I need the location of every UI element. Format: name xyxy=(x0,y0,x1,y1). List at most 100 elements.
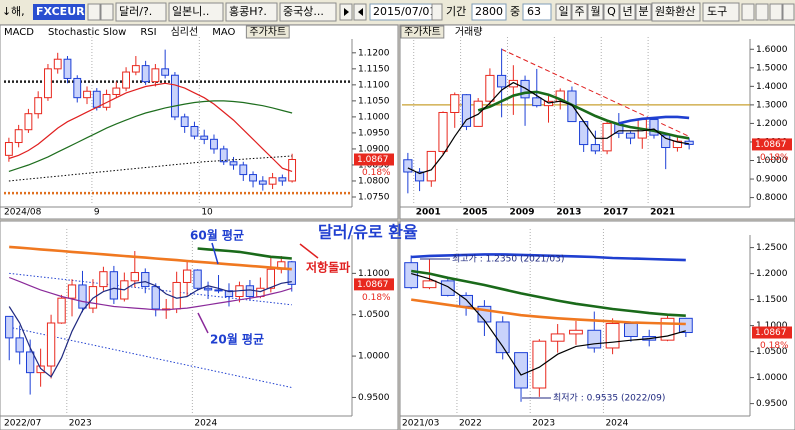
y-tick-label: 1.0000 xyxy=(756,373,788,383)
candle-body xyxy=(190,126,199,137)
candle-body xyxy=(109,271,119,300)
icon-button[interactable] xyxy=(782,3,795,21)
chart-panel: MACD Stochastic Slow RSI 심리선 MAO 주가차트 1.1200 1.… xyxy=(0,24,399,220)
icon-button[interactable] xyxy=(755,3,769,21)
dropdown-button[interactable] xyxy=(100,3,114,21)
candle-body xyxy=(73,77,82,99)
x-tick-label: 2005 xyxy=(463,208,488,218)
price-box xyxy=(354,278,394,291)
interval-label[interactable]: 분 xyxy=(638,5,648,18)
candle-body xyxy=(520,79,530,99)
chart-panel: 1.2500 1.2000 1.1500 1.1000 1.0500 1.0000 0.95… xyxy=(399,220,795,430)
unit-label: 중 xyxy=(510,5,520,18)
candle-body xyxy=(422,280,437,289)
trend-line xyxy=(9,326,292,389)
tool-item[interactable]: 해, xyxy=(11,4,25,18)
candle-body xyxy=(57,297,66,324)
x-tick-label: 2023 xyxy=(69,419,92,429)
search-button[interactable] xyxy=(87,3,101,21)
candle-body xyxy=(15,337,24,353)
x-tick-label: 2024 xyxy=(194,419,217,429)
candle-body xyxy=(203,287,213,291)
tab[interactable]: MACD xyxy=(4,27,34,38)
interval-button[interactable] xyxy=(571,3,588,21)
candle-body xyxy=(649,119,659,136)
chart-title: 달러/유로 환율 xyxy=(318,223,418,242)
watch-button[interactable] xyxy=(225,2,278,22)
tab[interactable]: 주가차트 xyxy=(404,26,441,38)
count[interactable]: 63 xyxy=(527,5,541,18)
watch-label[interactable]: 일본니.. xyxy=(172,4,209,18)
interval-button[interactable] xyxy=(587,3,604,21)
candle-body xyxy=(219,148,228,163)
watch-button[interactable] xyxy=(115,2,167,22)
interval-button[interactable] xyxy=(635,3,652,21)
x-tick-label: 9 xyxy=(94,208,100,218)
toolbar: ↓ 해, FXCEUR 달러/?. 일본니.. 홍콩H?. 중국상... 201… xyxy=(0,0,795,24)
price-box xyxy=(354,153,394,166)
interval-button[interactable] xyxy=(555,3,572,21)
moving-average xyxy=(8,280,292,378)
tab[interactable]: 심리선 xyxy=(171,26,199,38)
candle-body xyxy=(414,171,425,182)
interval-label[interactable]: Q xyxy=(607,5,616,18)
date[interactable]: 2015/07/01 xyxy=(373,5,436,18)
icon-button[interactable] xyxy=(741,3,755,21)
panel-bg xyxy=(399,24,795,220)
last-price: 1.0867 xyxy=(357,155,389,165)
y-tick-label: 1.1500 xyxy=(756,295,788,305)
period-label: 기간 xyxy=(446,5,466,18)
watch-button[interactable] xyxy=(279,2,337,22)
watch-label[interactable]: 달러/?. xyxy=(119,5,152,18)
symbol[interactable]: FXCEUR xyxy=(36,5,85,18)
annotation: 저항돌파 xyxy=(306,260,350,275)
icon-button[interactable] xyxy=(769,3,783,21)
candle-body xyxy=(450,94,460,113)
moving-average xyxy=(411,273,686,376)
interval-button[interactable] xyxy=(619,3,636,21)
candle-body xyxy=(141,272,150,288)
tab[interactable]: RSI xyxy=(140,27,156,38)
tools-button[interactable] xyxy=(702,2,740,22)
x-tick-label: 2009 xyxy=(509,208,534,218)
candle-body xyxy=(24,113,33,131)
candle-body xyxy=(151,286,160,310)
annotations: 달러/유로 환율 60월 평균 20월 평균 저항돌파 최고가 : 1.2350… xyxy=(190,223,665,404)
convert-button[interactable] xyxy=(651,2,701,22)
interval-button[interactable] xyxy=(603,3,620,21)
y-tick-label: 1.0000 xyxy=(756,156,788,166)
watch-label[interactable]: 중국상... xyxy=(283,5,324,18)
interval-label[interactable]: 일 xyxy=(558,4,568,18)
moving-average xyxy=(9,245,292,271)
tab[interactable]: 주가차트 xyxy=(249,26,286,38)
tools-label[interactable]: 도구 xyxy=(707,5,727,18)
play-icon xyxy=(344,8,349,16)
interval-label[interactable]: 년 xyxy=(622,5,632,18)
convert-label[interactable]: 원화환산 xyxy=(655,5,695,18)
watch-button[interactable] xyxy=(168,2,224,22)
candle-body xyxy=(78,284,87,309)
candle-body xyxy=(229,161,238,166)
change: 0.18% xyxy=(362,293,391,303)
y-tick-label: 1.1000 xyxy=(756,321,788,331)
tab[interactable]: Stochastic Slow xyxy=(48,27,126,38)
candle-body xyxy=(161,68,170,76)
moving-average xyxy=(411,269,686,317)
plot-area xyxy=(402,36,750,205)
tab[interactable]: MAO xyxy=(212,27,235,38)
tool-item[interactable]: ↓ xyxy=(2,5,11,18)
interval-label[interactable]: 주 xyxy=(574,5,584,18)
annotation: 60월 평균 xyxy=(190,228,244,243)
interval-label[interactable]: 월 xyxy=(590,5,600,18)
period[interactable]: 2800 xyxy=(475,5,503,18)
watch-label[interactable]: 홍콩H?. xyxy=(229,4,267,18)
period-field[interactable] xyxy=(471,3,507,21)
calendar-button[interactable] xyxy=(431,3,443,21)
candle-body xyxy=(278,177,287,182)
y-tick-label: 0.9500 xyxy=(358,393,390,403)
symbol-field[interactable] xyxy=(33,4,85,20)
candle-body xyxy=(514,352,528,389)
tab[interactable]: 거래량 xyxy=(455,26,483,38)
count-field[interactable] xyxy=(522,3,552,21)
x-tick-label: 2013 xyxy=(556,208,581,218)
